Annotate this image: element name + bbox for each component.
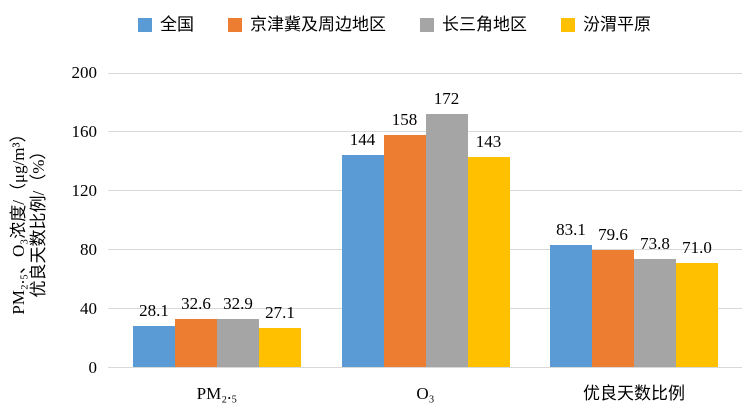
bar-value-label: 28.1 xyxy=(139,301,169,321)
bar-value-label: 32.9 xyxy=(223,294,253,314)
bar xyxy=(175,319,217,368)
y-axis-tick-label: 80 xyxy=(80,239,97,259)
bar xyxy=(217,319,259,368)
category-label: 优良天数比例 xyxy=(583,384,685,403)
category-label: O₃ xyxy=(416,384,435,403)
bar xyxy=(467,156,510,368)
legend-label: 京津冀及周边地区 xyxy=(250,15,386,34)
bar-value-label: 158 xyxy=(391,109,418,129)
legend-item: 全国 xyxy=(138,14,194,36)
bar xyxy=(425,114,468,368)
legend-item: 汾渭平原 xyxy=(561,14,651,36)
gridline xyxy=(108,131,742,133)
legend-swatch-icon xyxy=(561,18,575,32)
legend-label: 长三角地区 xyxy=(442,15,527,34)
legend-swatch-icon xyxy=(228,18,242,32)
bar-value-label: 79.6 xyxy=(598,225,628,245)
bar-value-label: 172 xyxy=(433,89,460,109)
bar xyxy=(259,327,301,368)
bar-value-label: 73.8 xyxy=(640,233,670,253)
legend: 全国 京津冀及周边地区 长三角地区 汾渭平原 xyxy=(138,14,651,36)
y-axis-tick-label: 160 xyxy=(71,121,98,141)
y-axis-tick-label: 200 xyxy=(71,63,98,82)
bar-value-label: 143 xyxy=(475,131,502,151)
legend-swatch-icon xyxy=(138,18,152,32)
bar xyxy=(676,262,718,368)
bar-value-label: 32.6 xyxy=(181,294,211,314)
bar xyxy=(341,155,384,368)
bar xyxy=(383,134,426,368)
bar xyxy=(550,245,592,368)
legend-label: 汾渭平原 xyxy=(583,15,651,34)
bar-value-label: 144 xyxy=(349,130,376,150)
bar-value-label: 27.1 xyxy=(265,302,295,322)
gridline xyxy=(108,72,742,74)
legend-item: 京津冀及周边地区 xyxy=(228,14,386,36)
bar xyxy=(592,250,634,368)
bar-value-label: 71.0 xyxy=(682,237,712,257)
y-axis-tick-label: 40 xyxy=(80,298,97,318)
legend-swatch-icon xyxy=(420,18,434,32)
y-axis-tick-label: 0 xyxy=(88,357,98,377)
bar-value-label: 83.1 xyxy=(556,220,586,240)
legend-item: 长三角地区 xyxy=(420,14,527,36)
bar xyxy=(133,326,175,368)
bar xyxy=(634,258,676,368)
gridline xyxy=(108,367,742,368)
legend-label: 全国 xyxy=(160,15,194,34)
y-axis-tick-label: 120 xyxy=(71,180,98,200)
category-label: PM₂.₅ xyxy=(196,384,238,403)
